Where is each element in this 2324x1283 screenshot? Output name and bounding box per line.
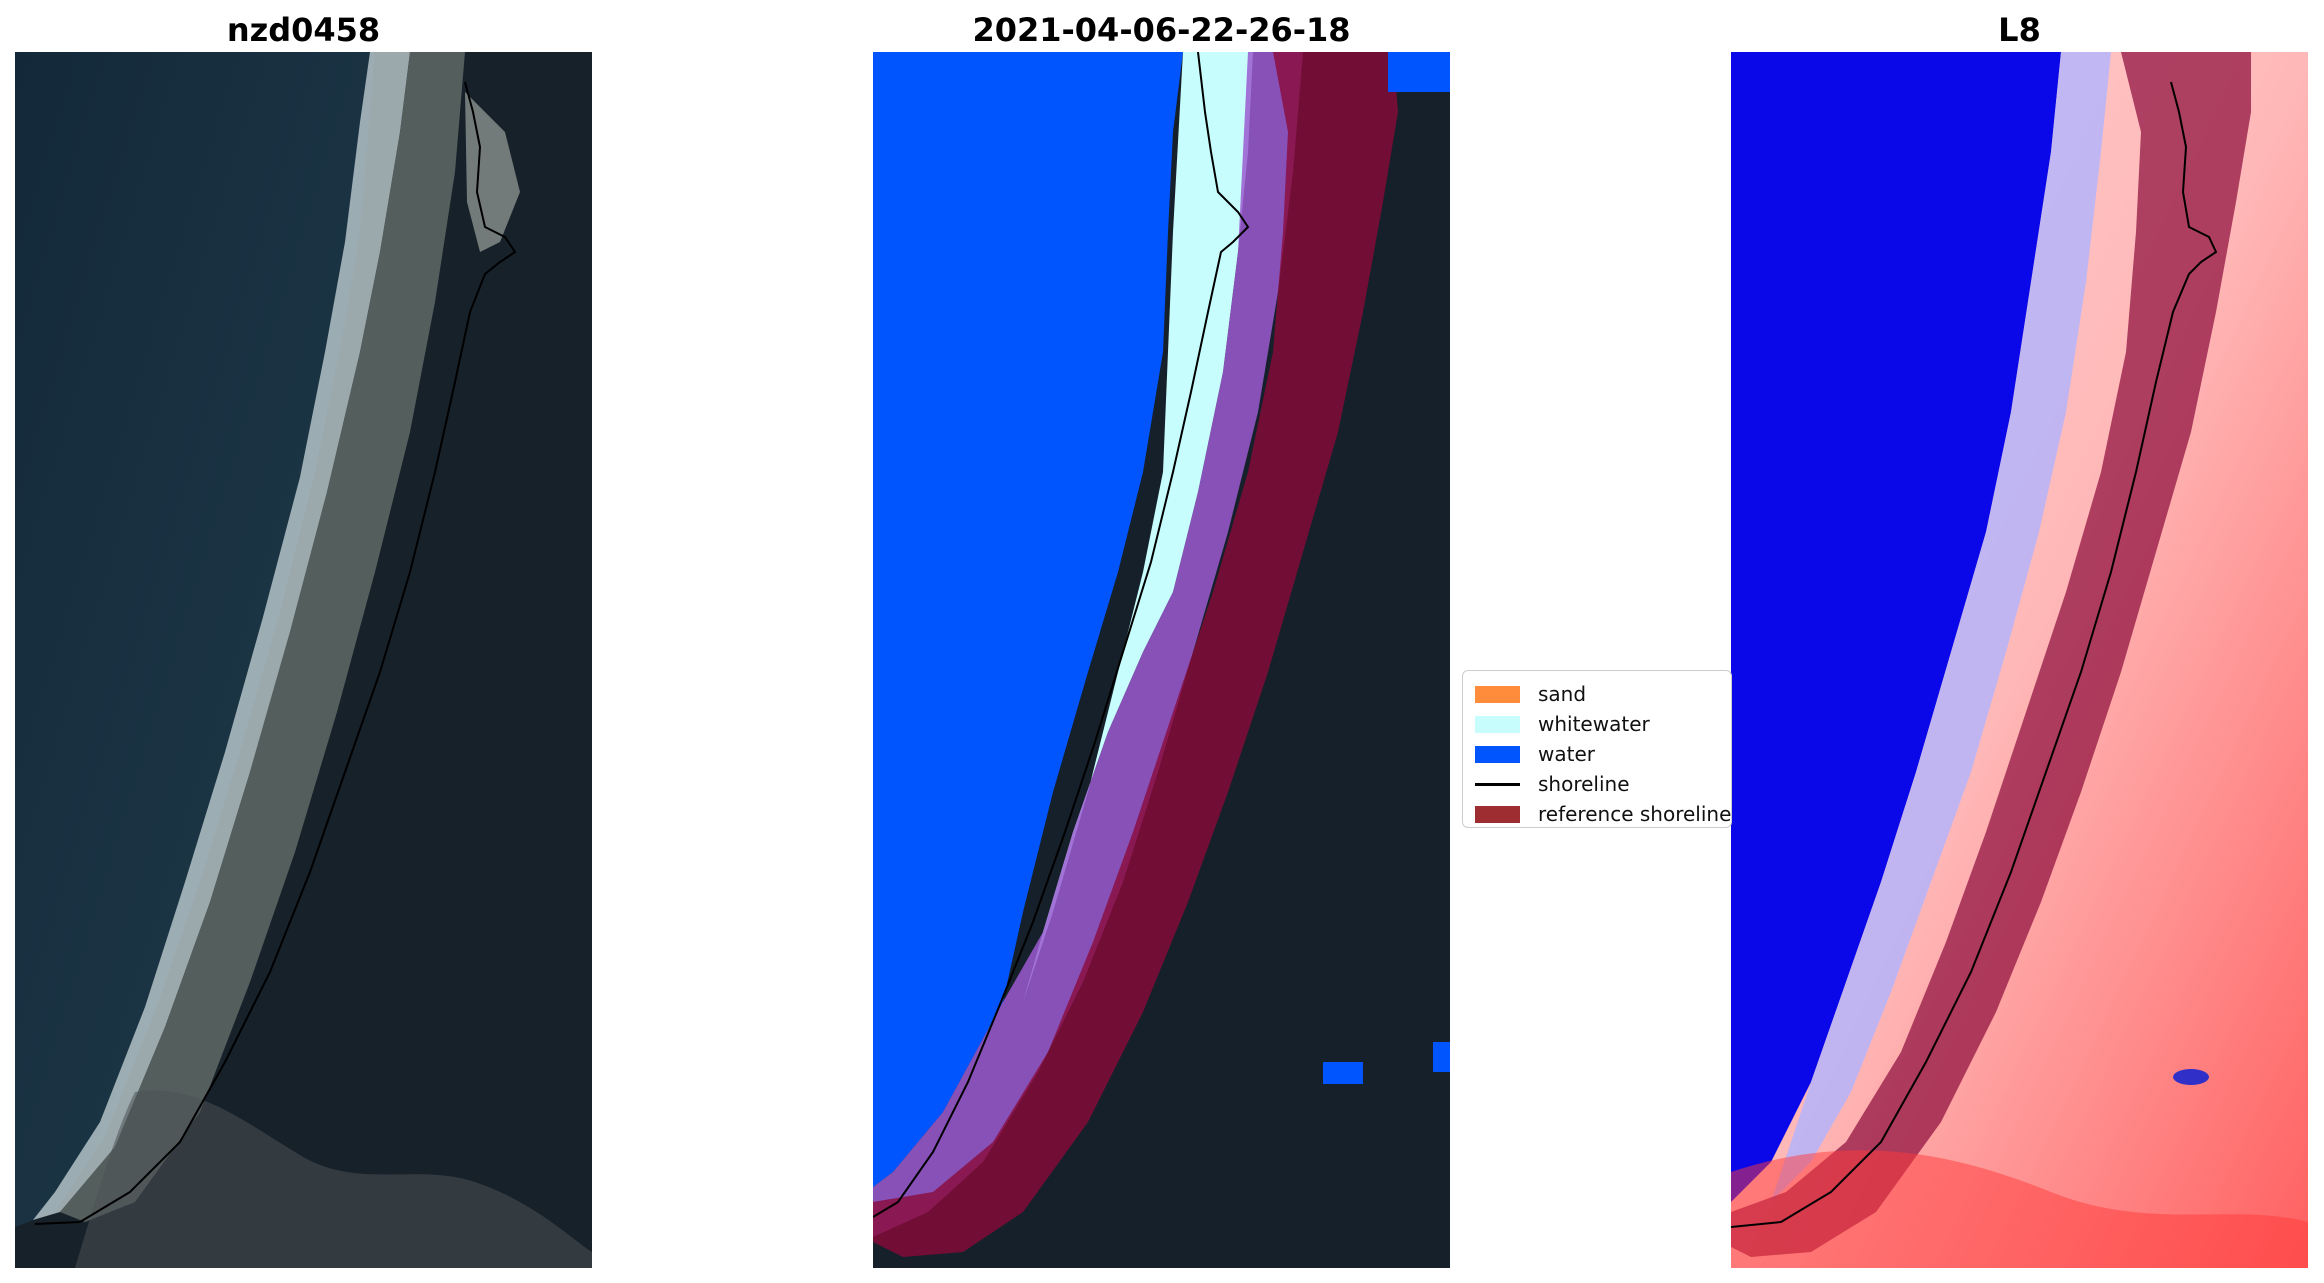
classified-image-panel: [873, 52, 1450, 1268]
legend-label-whitewater: whitewater: [1538, 712, 1650, 736]
legend-label-sand: sand: [1538, 682, 1587, 706]
legend-item-whitewater: whitewater: [1469, 709, 1731, 739]
water-swatch: [1475, 745, 1520, 763]
river-channel: [75, 1090, 592, 1268]
reference-shoreline-buffer: [873, 52, 1398, 1257]
legend-item-sand: sand: [1469, 679, 1731, 709]
beach-sand: [60, 52, 465, 1222]
surf-zone: [33, 52, 410, 1220]
shoreline-line-swatch: [1475, 776, 1520, 793]
panel-title-1: nzd0458: [226, 11, 381, 49]
panel-title-2: 2021-04-06-22-26-18: [972, 11, 1351, 49]
legend-item-shoreline: shoreline: [1469, 769, 1731, 799]
water-index: [1731, 52, 2061, 1202]
index-image: [1731, 52, 2308, 1268]
shoreline-line: [873, 52, 1250, 1218]
sand-buffer-overlap: [873, 52, 1303, 1237]
panel-title-3: L8: [1998, 11, 2041, 49]
whitewater-class: [1023, 52, 1253, 1002]
rgb-image-panel: [15, 52, 592, 1268]
surf-index: [1771, 52, 2111, 1202]
sand-swatch: [1475, 685, 1520, 703]
water-patch-edge: [1433, 1042, 1450, 1072]
water-patch-pond: [1323, 1062, 1363, 1084]
index-image-panel: [1731, 52, 2308, 1268]
pond-index: [2173, 1069, 2209, 1085]
legend-label-shoreline: shoreline: [1538, 772, 1630, 796]
reference-shoreline-swatch: [1475, 805, 1520, 823]
legend-item-water: water: [1469, 739, 1731, 769]
river-mouth-bar: [465, 92, 520, 252]
water-class: [873, 52, 1183, 1187]
shoreline-line: [1731, 81, 2218, 1228]
legend: sand whitewater water shoreline referenc…: [1462, 670, 1732, 828]
legend-label-water: water: [1538, 742, 1595, 766]
river-index: [1731, 1150, 2308, 1268]
reference-shoreline-buffer: [1731, 52, 2251, 1257]
rgb-satellite-image: [15, 52, 592, 1268]
ocean-area: [15, 52, 375, 1227]
legend-item-reference-shoreline: reference shoreline: [1469, 799, 1731, 829]
shoreline-line: [34, 81, 517, 1225]
legend-label-reference-shoreline: reference shoreline: [1538, 802, 1732, 826]
water-patch-top: [1388, 52, 1450, 92]
whitewater-swatch: [1475, 715, 1520, 733]
classified-image: [873, 52, 1450, 1268]
